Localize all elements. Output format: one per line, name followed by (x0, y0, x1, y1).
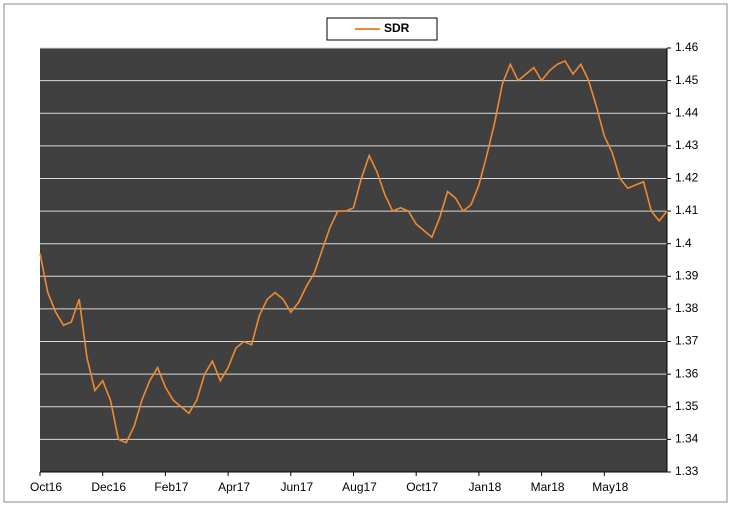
x-tick-label: Oct16 (30, 480, 62, 494)
x-tick-label: Jan18 (469, 480, 502, 494)
x-tick-label: Mar18 (531, 480, 565, 494)
x-tick-label: Jun17 (280, 480, 313, 494)
plot-area (40, 48, 667, 472)
y-tick-label: 1.33 (675, 464, 699, 478)
x-tick-label: Dec16 (91, 480, 126, 494)
y-tick-label: 1.45 (675, 73, 699, 87)
x-tick-label: Oct17 (406, 480, 438, 494)
y-tick-label: 1.36 (675, 366, 699, 380)
data-line (39, 59, 668, 444)
y-tick-label: 1.43 (675, 138, 699, 152)
y-tick-label: 1.41 (675, 203, 699, 217)
x-tick-label: Apr17 (218, 480, 250, 494)
x-tick-label: Aug17 (342, 480, 377, 494)
x-tick-label: Feb17 (154, 480, 188, 494)
legend-box (326, 17, 438, 41)
y-tick-label: 1.42 (675, 171, 699, 185)
x-tick-label: May18 (592, 480, 628, 494)
legend-label: SDR (384, 21, 410, 35)
y-tick-label: 1.35 (675, 399, 699, 413)
y-tick-label: 1.37 (675, 334, 699, 348)
y-tick-label: 1.38 (675, 301, 699, 315)
y-tick-label: 1.4 (675, 236, 692, 250)
y-tick-label: 1.44 (675, 105, 699, 119)
y-tick-label: 1.46 (675, 40, 699, 54)
y-tick-label: 1.34 (675, 432, 699, 446)
y-tick-label: 1.39 (675, 268, 699, 282)
